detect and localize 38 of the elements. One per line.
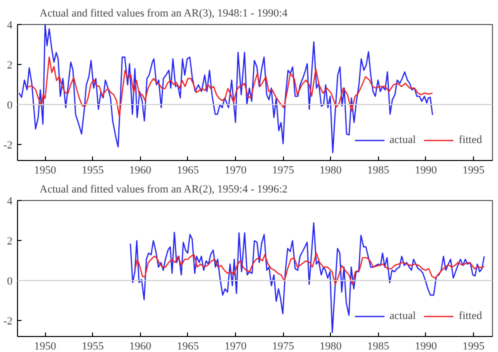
y-tick-label: 2 (7, 236, 12, 248)
line-series (134, 252, 485, 285)
x-tick-label: 1955 (82, 340, 104, 352)
x-tick-label: 1990 (414, 340, 438, 352)
line-series (18, 24, 434, 154)
y-tick-label: -2 (3, 316, 13, 328)
x-tick-label: 1955 (82, 164, 104, 176)
x-tick-label: 1960 (129, 164, 152, 176)
y-tick-label: 0 (7, 276, 13, 288)
line-series (130, 222, 485, 334)
y-tick-label: 4 (7, 196, 13, 208)
chart-title: Actual and fitted values from an AR(3), 1948:1 - 1990:4 (40, 8, 288, 20)
y-tick-label: 0 (7, 100, 13, 112)
x-tick-label: 1960 (129, 340, 152, 352)
x-tick-label: 1950 (34, 340, 57, 352)
legend-label: fitted (458, 310, 482, 322)
y-tick-label: 2 (7, 60, 12, 72)
x-tick-label: 1970 (224, 164, 247, 176)
legend-label: actual (390, 310, 416, 322)
legend-label: fitted (458, 134, 482, 146)
x-tick-label: 1990 (414, 164, 438, 176)
x-tick-label: 1980 (320, 340, 342, 352)
y-tick-label: -2 (3, 140, 13, 152)
x-tick-label: 1950 (34, 164, 57, 176)
x-tick-label: 1970 (224, 340, 247, 352)
x-tick-label: 1975 (272, 340, 295, 352)
legend-label: actual (390, 134, 416, 146)
x-tick-label: 1965 (176, 340, 200, 352)
x-tick-label: 1985 (367, 340, 390, 352)
x-tick-label: 1985 (367, 164, 390, 176)
x-tick-label: 1980 (320, 164, 342, 176)
x-tick-label: 1965 (176, 164, 200, 176)
line-series (26, 56, 434, 118)
x-tick-label: 1975 (272, 164, 295, 176)
x-tick-label: 1995 (462, 340, 485, 352)
y-tick-label: 4 (7, 20, 13, 32)
x-tick-label: 1995 (462, 164, 485, 176)
chart-title: Actual and fitted values from an AR(2), 1959:4 - 1996:2 (40, 184, 288, 196)
